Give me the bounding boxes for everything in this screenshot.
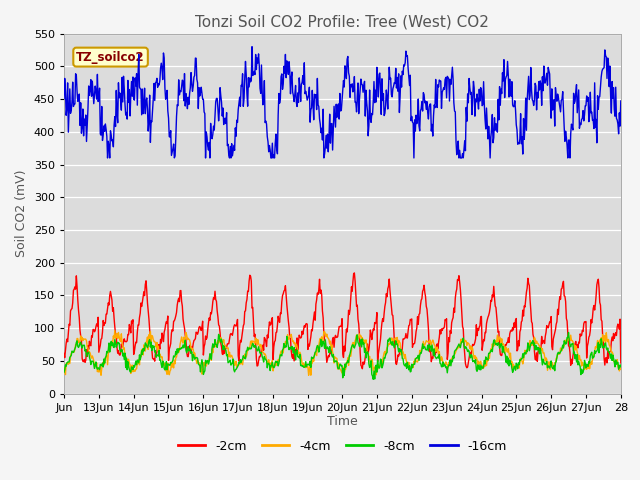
Title: Tonzi Soil CO2 Profile: Tree (West) CO2: Tonzi Soil CO2 Profile: Tree (West) CO2 xyxy=(195,15,490,30)
X-axis label: Time: Time xyxy=(327,415,358,429)
Legend: -2cm, -4cm, -8cm, -16cm: -2cm, -4cm, -8cm, -16cm xyxy=(173,434,512,457)
Text: TZ_soilco2: TZ_soilco2 xyxy=(76,50,145,63)
Y-axis label: Soil CO2 (mV): Soil CO2 (mV) xyxy=(15,170,28,257)
